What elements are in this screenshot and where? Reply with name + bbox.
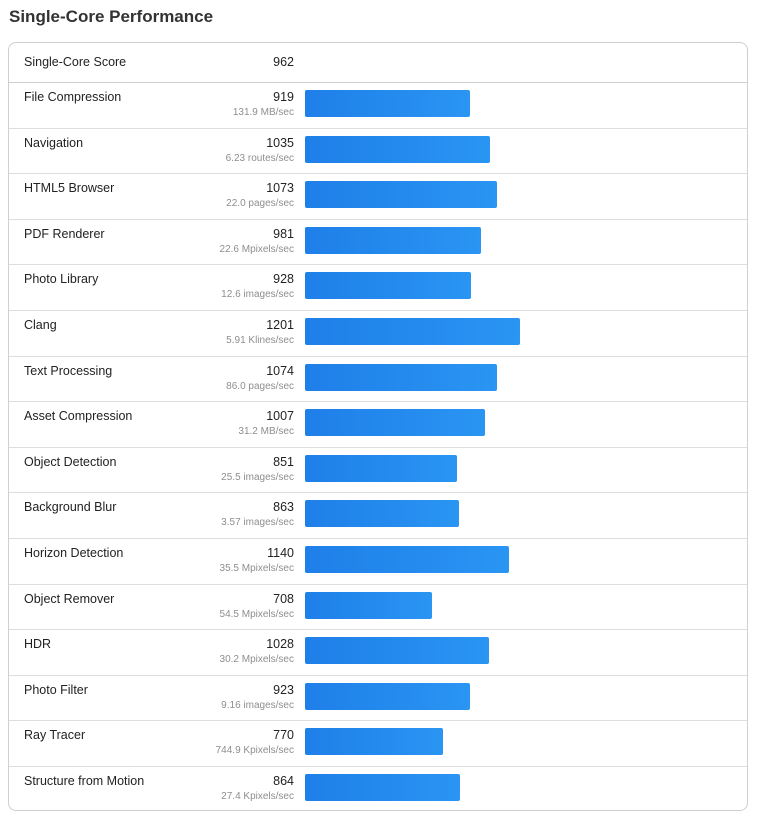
workload-rate: 22.6 Mpixels/sec — [219, 243, 294, 255]
workload-name: Horizon Detection — [24, 545, 124, 560]
workload-rate: 86.0 pages/sec — [226, 380, 294, 392]
workload-name: HTML5 Browser — [24, 181, 115, 196]
workload-score: 863 — [273, 500, 294, 515]
workload-rate: 30.2 Mpixels/sec — [219, 654, 294, 666]
workload-row: Navigation 1035 6.23 routes/sec — [9, 129, 747, 175]
workload-name: Photo Library — [24, 272, 99, 287]
workload-score: 923 — [273, 682, 294, 697]
workload-score: 1140 — [267, 545, 294, 560]
workload-row: Text Processing 1074 86.0 pages/sec — [9, 357, 747, 403]
workload-name: Structure from Motion — [24, 773, 145, 788]
workload-score: 770 — [273, 728, 294, 743]
workload-score-bar — [305, 682, 470, 710]
results-table: Single-Core Score 962 File Compression 91… — [8, 42, 748, 811]
workload-score-bar — [305, 773, 460, 801]
workload-score: 1007 — [266, 409, 294, 424]
workload-score: 1028 — [266, 637, 294, 652]
workload-name: Object Remover — [24, 591, 115, 606]
workload-name: Background Blur — [24, 500, 117, 515]
workload-rate: 5.91 Klines/sec — [226, 334, 294, 346]
workload-name: Asset Compression — [24, 409, 133, 424]
workload-row: HTML5 Browser 1073 22.0 pages/sec — [9, 174, 747, 220]
workload-score: 981 — [273, 226, 294, 241]
workload-rate: 131.9 MB/sec — [232, 107, 294, 118]
workload-rate: 744.9 Kpixels/sec — [215, 745, 294, 757]
single-core-score-value: 962 — [273, 55, 294, 69]
single-core-score-label: Single-Core Score — [24, 55, 127, 69]
workload-score-bar — [305, 181, 497, 209]
workload-rate: 6.23 routes/sec — [225, 152, 294, 164]
workload-name: Navigation — [24, 135, 84, 150]
workload-score: 928 — [273, 272, 294, 287]
workload-row: PDF Renderer 981 22.6 Mpixels/sec — [9, 220, 747, 266]
workload-row: File Compression 919 131.9 MB/sec — [9, 83, 747, 129]
workload-row: Horizon Detection 1140 35.5 Mpixels/sec — [9, 539, 747, 585]
workload-score-bar — [305, 637, 489, 665]
workload-score-bar — [305, 728, 443, 756]
workload-name: File Compression — [24, 90, 122, 104]
workload-row: Object Detection 851 25.5 images/sec — [9, 448, 747, 494]
workload-name: HDR — [24, 637, 52, 652]
workload-rate: 3.57 images/sec — [221, 517, 294, 529]
workload-score-bar — [305, 545, 509, 573]
workload-name: Text Processing — [24, 363, 113, 378]
workload-rate: 31.2 MB/sec — [238, 426, 294, 438]
workload-row: Object Remover 708 54.5 Mpixels/sec — [9, 585, 747, 631]
workload-score-bar — [305, 226, 481, 254]
page-title: Single-Core Performance — [9, 7, 214, 26]
workload-row: Ray Tracer 770 744.9 Kpixels/sec — [9, 721, 747, 767]
workload-row: Photo Filter 923 9.16 images/sec — [9, 676, 747, 722]
workload-rate: 25.5 images/sec — [221, 471, 294, 483]
workload-score: 1035 — [266, 135, 294, 150]
workload-name: Ray Tracer — [24, 728, 86, 743]
workload-name: Clang — [24, 317, 57, 332]
workload-name: PDF Renderer — [24, 226, 105, 241]
workload-row: Clang 1201 5.91 Klines/sec — [9, 311, 747, 357]
workload-score: 919 — [273, 90, 294, 104]
workload-score-bar — [305, 409, 485, 437]
workload-row: Asset Compression 1007 31.2 MB/sec — [9, 402, 747, 448]
workload-rate: 27.4 Kpixels/sec — [221, 790, 294, 802]
workload-score-bar — [305, 135, 490, 163]
workload-name: Photo Filter — [24, 682, 88, 697]
workload-score: 864 — [273, 773, 294, 788]
workload-score: 1201 — [266, 317, 294, 332]
workload-name: Object Detection — [24, 454, 117, 469]
workload-score: 1074 — [266, 363, 294, 378]
workload-rate: 35.5 Mpixels/sec — [219, 562, 294, 574]
workload-list: File Compression 919 131.9 MB/sec Navigatio… — [9, 83, 747, 810]
workload-rate: 12.6 images/sec — [221, 289, 294, 301]
workload-score-bar — [305, 90, 470, 117]
workload-score-bar — [305, 454, 457, 482]
workload-rate: 22.0 pages/sec — [226, 198, 294, 210]
workload-score-bar — [305, 272, 471, 300]
workload-row: Structure from Motion 864 27.4 Kpixels/sec — [9, 767, 747, 810]
workload-rate: 9.16 images/sec — [221, 699, 294, 711]
workload-row: Photo Library 928 12.6 images/sec — [9, 265, 747, 311]
workload-score: 1073 — [266, 181, 294, 196]
workload-score-bar — [305, 363, 497, 391]
workload-rate: 54.5 Mpixels/sec — [219, 608, 294, 620]
workload-score: 851 — [273, 454, 294, 469]
workload-score: 708 — [273, 591, 294, 606]
workload-row: Background Blur 863 3.57 images/sec — [9, 493, 747, 539]
workload-score-bar — [305, 500, 459, 528]
workload-score-bar — [305, 317, 520, 345]
single-core-score-row: Single-Core Score 962 — [9, 43, 747, 83]
workload-row: HDR 1028 30.2 Mpixels/sec — [9, 630, 747, 676]
workload-score-bar — [305, 591, 432, 619]
